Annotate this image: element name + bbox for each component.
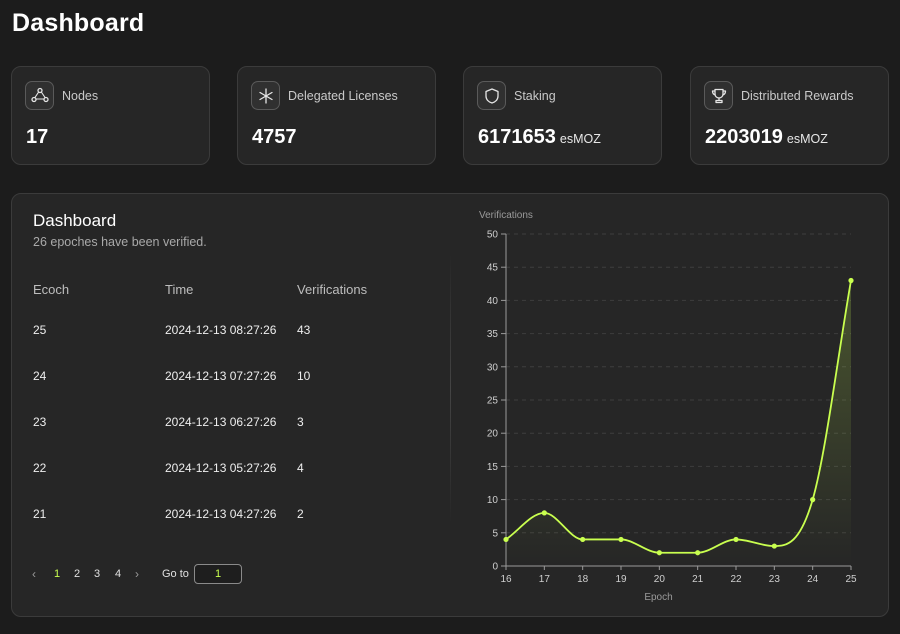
page-3-button[interactable]: 3 xyxy=(94,568,101,580)
data-point[interactable] xyxy=(771,543,777,549)
data-point[interactable] xyxy=(733,536,739,543)
cell-verifications: 4 xyxy=(297,461,304,475)
nodes-icon xyxy=(25,81,54,110)
asterisk-icon xyxy=(251,81,280,110)
series-area xyxy=(506,280,851,566)
cell-epoch: 22 xyxy=(33,461,47,475)
table-row: 22 2024-12-13 05:27:26 4 xyxy=(12,461,442,481)
verifications-chart: 16 17 18 19 20 21 22 23 24 25 0 5 10 15 20 25 30 35 40 45 5… xyxy=(479,210,857,603)
cell-time: 2024-12-13 06:27:26 xyxy=(165,415,277,429)
table-row: 21 2024-12-13 04:27:26 2 xyxy=(12,507,442,527)
stat-label: Delegated Licenses xyxy=(288,89,398,103)
cell-verifications: 2 xyxy=(297,507,304,521)
stat-label: Nodes xyxy=(62,89,99,103)
panel-subtitle: 26 epoches have been verified. xyxy=(33,235,207,249)
cell-epoch: 25 xyxy=(33,323,47,337)
column-header-epoch: Ecoch xyxy=(33,282,70,297)
page-title: Dashboard xyxy=(12,9,145,37)
y-tick-label: 20 xyxy=(487,429,499,440)
data-point[interactable] xyxy=(541,510,547,516)
cell-epoch: 24 xyxy=(33,369,47,383)
data-point[interactable] xyxy=(503,536,509,543)
y-tick-label: 0 xyxy=(492,562,498,573)
stat-value: 4757 xyxy=(252,126,297,148)
cell-time: 2024-12-13 07:27:26 xyxy=(165,369,277,383)
x-tick-label: 19 xyxy=(615,574,627,585)
dashboard-panel: Dashboard 26 epoches have been verified.… xyxy=(11,193,889,617)
data-point[interactable] xyxy=(580,536,586,543)
column-header-verifications: Verifications xyxy=(297,282,368,297)
x-axis-label: Epoch xyxy=(644,592,672,603)
data-point[interactable] xyxy=(810,497,816,503)
trophy-icon xyxy=(704,81,733,110)
x-tick-label: 18 xyxy=(577,574,589,585)
data-point[interactable] xyxy=(848,277,854,284)
cell-time: 2024-12-13 08:27:26 xyxy=(165,323,277,337)
x-tick-label: 16 xyxy=(500,574,512,585)
y-tick-label: 15 xyxy=(487,462,499,473)
data-point[interactable] xyxy=(618,536,624,543)
y-tick-label: 25 xyxy=(487,396,499,407)
stat-value: 17 xyxy=(26,126,49,148)
x-tick-label: 17 xyxy=(539,574,551,585)
y-tick-label: 50 xyxy=(487,230,499,241)
y-tick-label: 45 xyxy=(487,263,499,274)
stat-value: 6171653 esMOZ xyxy=(478,126,601,148)
stat-label: Distributed Rewards xyxy=(741,89,854,103)
y-axis-label: Verifications xyxy=(479,210,533,221)
x-tick-label: 25 xyxy=(845,574,857,585)
x-tick-label: 22 xyxy=(730,574,742,585)
page-1-button[interactable]: 1 xyxy=(54,568,61,580)
page-4-button[interactable]: 4 xyxy=(115,568,122,580)
x-tick-label: 20 xyxy=(654,574,666,585)
y-tick-label: 35 xyxy=(487,329,499,340)
cell-verifications: 3 xyxy=(297,415,304,429)
goto-label: Go to xyxy=(162,568,189,580)
x-tick-label: 24 xyxy=(807,574,819,585)
stat-label: Staking xyxy=(514,89,556,103)
stat-card-nodes: Nodes 17 xyxy=(11,66,210,165)
stat-unit: esMOZ xyxy=(786,132,828,146)
column-header-time: Time xyxy=(165,282,194,297)
panel-title: Dashboard xyxy=(33,211,117,230)
cell-verifications: 10 xyxy=(297,369,311,383)
x-tick-label: 21 xyxy=(692,574,704,585)
prev-page-icon[interactable]: ‹ xyxy=(32,567,36,581)
table-row: 25 2024-12-13 08:27:26 43 xyxy=(12,323,442,343)
stat-card-delegated-licenses: Delegated Licenses 4757 xyxy=(237,66,436,165)
stat-unit: esMOZ xyxy=(559,132,601,146)
cell-epoch: 21 xyxy=(33,507,47,521)
cell-time: 2024-12-13 04:27:26 xyxy=(165,507,277,521)
goto-page-input[interactable] xyxy=(194,564,242,584)
y-tick-label: 30 xyxy=(487,362,499,373)
y-tick-label: 10 xyxy=(487,495,499,506)
shield-icon xyxy=(477,81,506,110)
table-row: 23 2024-12-13 06:27:26 3 xyxy=(12,415,442,435)
divider xyxy=(450,254,451,524)
pagination: ‹ 1 2 3 4 › Go to xyxy=(12,564,412,586)
cell-verifications: 43 xyxy=(297,323,311,337)
series-line xyxy=(505,280,852,554)
stat-value: 2203019 esMOZ xyxy=(705,126,828,148)
page-2-button[interactable]: 2 xyxy=(74,568,81,580)
data-point[interactable] xyxy=(656,550,662,556)
stat-card-staking: Staking 6171653 esMOZ xyxy=(463,66,662,165)
cell-time: 2024-12-13 05:27:26 xyxy=(165,461,277,475)
next-page-icon[interactable]: › xyxy=(135,567,139,581)
stat-card-distributed-rewards: Distributed Rewards 2203019 esMOZ xyxy=(690,66,889,165)
cell-epoch: 23 xyxy=(33,415,47,429)
y-tick-label: 40 xyxy=(487,296,499,307)
data-point[interactable] xyxy=(695,550,701,556)
table-row: 24 2024-12-13 07:27:26 10 xyxy=(12,369,442,389)
y-tick-label: 5 xyxy=(492,528,498,539)
x-tick-label: 23 xyxy=(769,574,781,585)
